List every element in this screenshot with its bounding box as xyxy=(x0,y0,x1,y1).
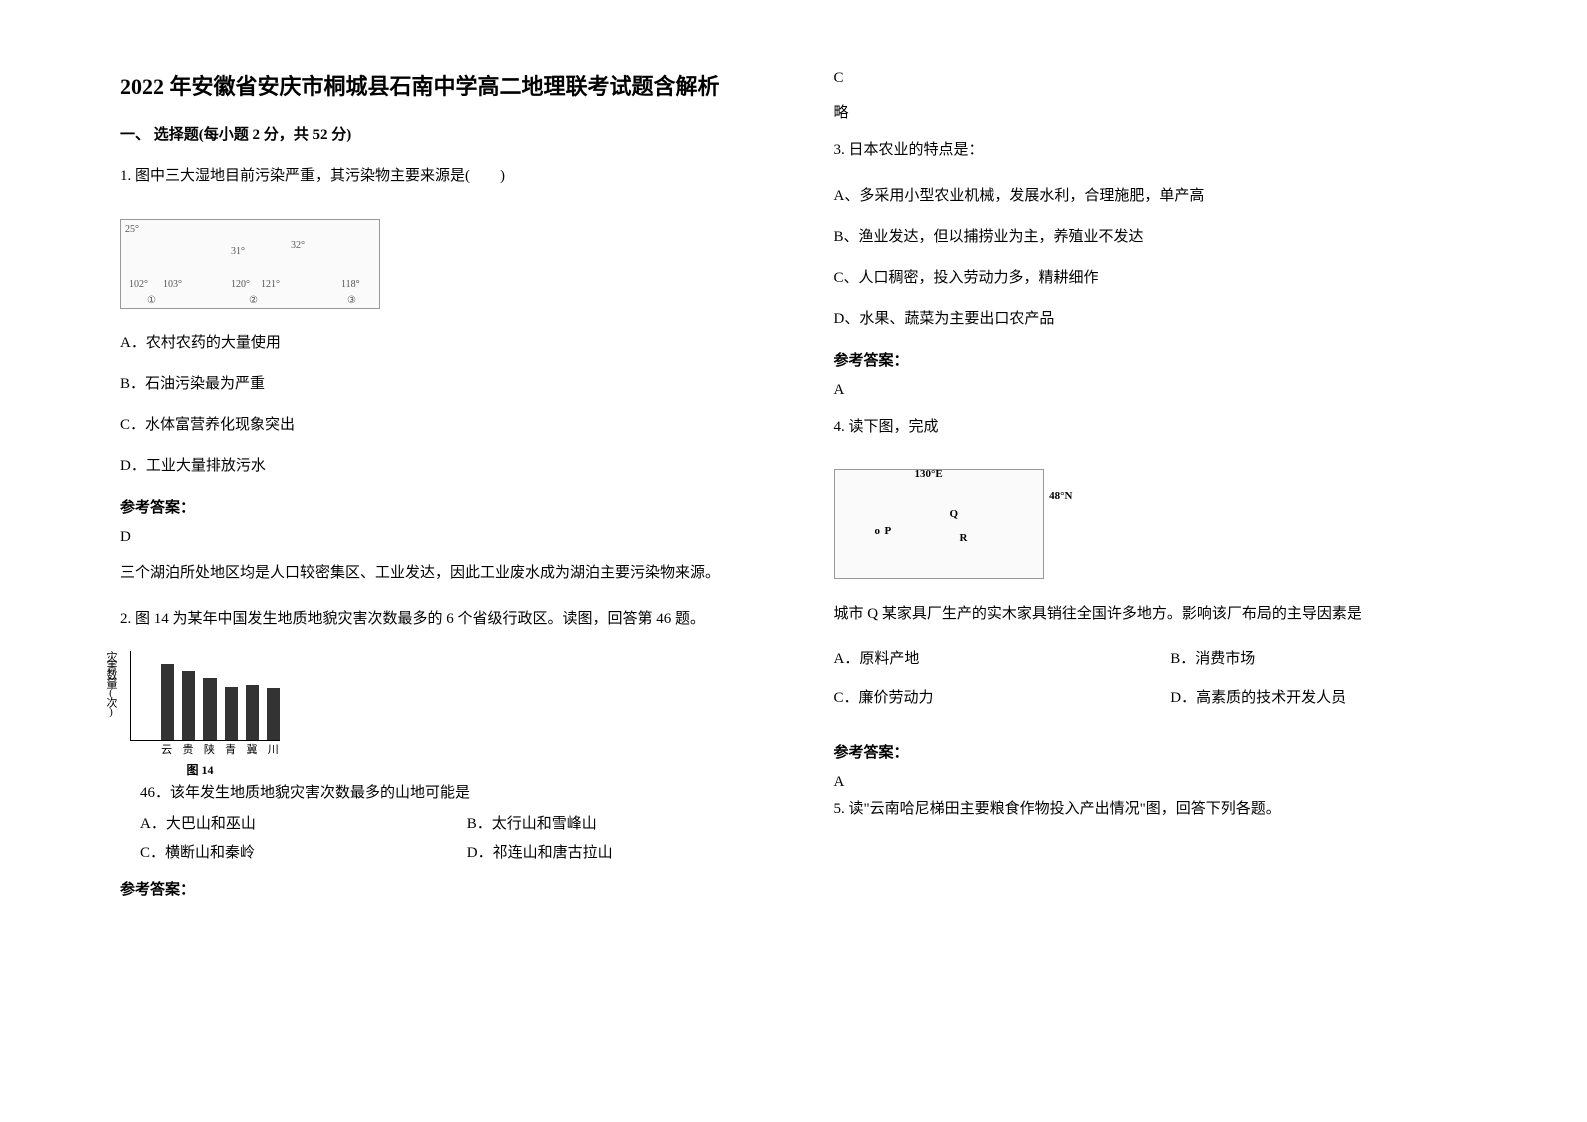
q3-option-d: D、水果、蔬菜为主要出口农产品 xyxy=(834,306,1508,333)
q1-explanation: 三个湖泊所处地区均是人口较密集区、工业发达，因此工业废水成为湖泊主要污染物来源。 xyxy=(120,560,794,587)
bar-6 xyxy=(267,688,280,740)
q1-option-d: D．工业大量排放污水 xyxy=(120,453,794,480)
map-label: 48°N xyxy=(1049,490,1072,502)
x-label: 川 xyxy=(267,741,280,757)
q1-option-a: A．农村农药的大量使用 xyxy=(120,330,794,357)
q2-answer-label: 参考答案： xyxy=(120,878,794,899)
q4-option-d: D．高素质的技术开发人员 xyxy=(1170,686,1507,707)
x-label: 陕 xyxy=(203,741,216,757)
question-3-text: 3. 日本农业的特点是： xyxy=(834,136,1508,165)
q4-answer-label: 参考答案： xyxy=(834,741,1508,762)
question-4-text: 4. 读下图，完成 xyxy=(834,413,1508,442)
map-label: 102° xyxy=(129,279,148,290)
map-label: 31° xyxy=(231,246,245,257)
q1-option-b: B．石油污染最为严重 xyxy=(120,371,794,398)
map-label: R xyxy=(960,532,968,544)
q4-option-c: C．廉价劳动力 xyxy=(834,686,1171,707)
x-axis-labels: 云 贵 陕 青 冀 川 xyxy=(120,741,280,757)
q2-options-row2: C．横断山和秦岭 D．祁连山和唐古拉山 xyxy=(140,841,794,862)
q4-option-a: A．原料产地 xyxy=(834,647,1171,668)
q2-option-c: C．横断山和秦岭 xyxy=(140,841,467,862)
map-label: ① xyxy=(147,295,156,306)
document-title: 2022 年安徽省安庆市桐城县石南中学高二地理联考试题含解析 xyxy=(120,70,794,103)
x-label: 云 xyxy=(160,741,173,757)
q2-option-b: B．太行山和雪峰山 xyxy=(467,812,794,833)
q3-option-a: A、多采用小型农业机械，发展水利，合理施肥，单产高 xyxy=(834,183,1508,210)
question-1-text: 1. 图中三大湿地目前污染严重，其污染物主要来源是( ) xyxy=(120,162,794,191)
map-label: P xyxy=(885,525,892,537)
q3-option-b: B、渔业发达，但以捕捞业为主，养殖业不发达 xyxy=(834,224,1508,251)
q2-option-a: A．大巴山和巫山 xyxy=(140,812,467,833)
map-label: Q xyxy=(950,508,959,520)
map-label: 25° xyxy=(125,224,139,235)
q3-answer-label: 参考答案： xyxy=(834,349,1508,370)
bar-3 xyxy=(203,678,216,740)
chart-caption: 图 14 xyxy=(120,761,280,778)
q2-bar-chart: 灾害数量(次) 云 贵 陕 青 冀 川 图 14 xyxy=(120,651,280,781)
q4-map-image: 130°E 48°N o P Q R xyxy=(834,469,1044,579)
map-label: 130°E xyxy=(915,468,943,480)
right-column: C 略 3. 日本农业的特点是： A、多采用小型农业机械，发展水利，合理施肥，单… xyxy=(814,70,1528,1082)
question-5-text: 5. 读"云南哈尼梯田主要粮食作物投入产出情况"图，回答下列各题。 xyxy=(834,795,1508,824)
y-axis-label: 灾害数量(次) xyxy=(103,651,119,716)
bar-2 xyxy=(182,671,195,740)
map-label: 120° xyxy=(231,279,250,290)
x-label: 贵 xyxy=(181,741,194,757)
q1-option-c: C．水体富营养化现象突出 xyxy=(120,412,794,439)
q4-context: 城市 Q 某家具厂生产的实木家具销往全国许多地方。影响该厂布局的主导因素是 xyxy=(834,600,1508,629)
q2-option-d: D．祁连山和唐古拉山 xyxy=(467,841,794,862)
q1-answer: D xyxy=(120,529,794,546)
q2-sub-question: 46．该年发生地质地貌灾害次数最多的山地可能是 xyxy=(140,781,794,802)
x-label: 青 xyxy=(224,741,237,757)
left-column: 2022 年安徽省安庆市桐城县石南中学高二地理联考试题含解析 一、 选择题(每小… xyxy=(100,70,814,1082)
bar-1 xyxy=(161,664,174,740)
map-label: 103° xyxy=(163,279,182,290)
q2-options-row1: A．大巴山和巫山 B．太行山和雪峰山 xyxy=(140,812,794,833)
q4-option-b: B．消费市场 xyxy=(1170,647,1507,668)
q4-options: A．原料产地 B．消费市场 C．廉价劳动力 D．高素质的技术开发人员 xyxy=(834,647,1508,725)
question-2-text: 2. 图 14 为某年中国发生地质地貌灾害次数最多的 6 个省级行政区。读图，回… xyxy=(120,605,794,634)
map-label: o xyxy=(875,525,881,537)
map-label: 118° xyxy=(341,279,360,290)
map-label: ③ xyxy=(347,295,356,306)
q1-map-image: 25° 31° 32° 102° 103° 120° 121° 118° ① ②… xyxy=(120,219,380,309)
bar-chart-area: 灾害数量(次) xyxy=(130,651,280,741)
q3-option-c: C、人口稠密，投入劳动力多，精耕细作 xyxy=(834,265,1508,292)
q3-answer: A xyxy=(834,382,1508,399)
q2-answer: C xyxy=(834,70,1508,87)
x-label: 冀 xyxy=(245,741,258,757)
bar-5 xyxy=(246,685,259,740)
bar-4 xyxy=(225,687,238,740)
map-label: 121° xyxy=(261,279,280,290)
section-header: 一、 选择题(每小题 2 分，共 52 分) xyxy=(120,123,794,144)
q2-note: 略 xyxy=(834,101,1508,122)
q4-answer: A xyxy=(834,774,1508,791)
map-label: ② xyxy=(249,295,258,306)
map-label: 32° xyxy=(291,240,305,251)
q1-answer-label: 参考答案： xyxy=(120,496,794,517)
